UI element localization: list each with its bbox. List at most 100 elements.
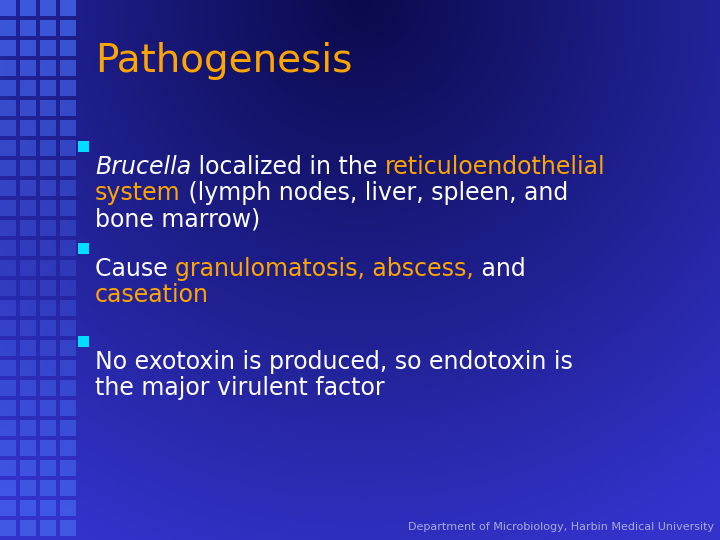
FancyBboxPatch shape: [0, 280, 16, 296]
FancyBboxPatch shape: [20, 120, 36, 136]
FancyBboxPatch shape: [0, 0, 16, 16]
FancyBboxPatch shape: [40, 460, 56, 476]
FancyBboxPatch shape: [40, 160, 56, 176]
Text: caseation: caseation: [95, 283, 209, 307]
FancyBboxPatch shape: [0, 360, 16, 376]
FancyBboxPatch shape: [0, 480, 16, 496]
FancyBboxPatch shape: [40, 280, 56, 296]
FancyBboxPatch shape: [60, 440, 76, 456]
FancyBboxPatch shape: [60, 360, 76, 376]
FancyBboxPatch shape: [40, 20, 56, 36]
Text: Pathogenesis: Pathogenesis: [95, 42, 352, 80]
FancyBboxPatch shape: [40, 80, 56, 96]
FancyBboxPatch shape: [60, 300, 76, 316]
FancyBboxPatch shape: [60, 400, 76, 416]
FancyBboxPatch shape: [60, 80, 76, 96]
FancyBboxPatch shape: [20, 20, 36, 36]
FancyBboxPatch shape: [40, 260, 56, 276]
FancyBboxPatch shape: [78, 336, 89, 347]
FancyBboxPatch shape: [20, 0, 36, 16]
FancyBboxPatch shape: [60, 120, 76, 136]
Text: reticuloendothelial: reticuloendothelial: [385, 155, 606, 179]
FancyBboxPatch shape: [60, 220, 76, 236]
FancyBboxPatch shape: [40, 220, 56, 236]
FancyBboxPatch shape: [78, 141, 89, 152]
FancyBboxPatch shape: [20, 180, 36, 196]
Text: Cause: Cause: [95, 257, 175, 281]
FancyBboxPatch shape: [0, 440, 16, 456]
FancyBboxPatch shape: [60, 460, 76, 476]
FancyBboxPatch shape: [60, 260, 76, 276]
FancyBboxPatch shape: [40, 180, 56, 196]
FancyBboxPatch shape: [60, 20, 76, 36]
FancyBboxPatch shape: [0, 460, 16, 476]
FancyBboxPatch shape: [40, 400, 56, 416]
FancyBboxPatch shape: [20, 460, 36, 476]
FancyBboxPatch shape: [20, 440, 36, 456]
FancyBboxPatch shape: [20, 480, 36, 496]
FancyBboxPatch shape: [40, 0, 56, 16]
FancyBboxPatch shape: [60, 500, 76, 516]
FancyBboxPatch shape: [40, 480, 56, 496]
FancyBboxPatch shape: [60, 0, 76, 16]
FancyBboxPatch shape: [20, 140, 36, 156]
FancyBboxPatch shape: [20, 300, 36, 316]
FancyBboxPatch shape: [40, 40, 56, 56]
FancyBboxPatch shape: [40, 340, 56, 356]
FancyBboxPatch shape: [60, 340, 76, 356]
FancyBboxPatch shape: [20, 500, 36, 516]
FancyBboxPatch shape: [0, 200, 16, 216]
Text: the major virulent factor: the major virulent factor: [95, 376, 384, 400]
FancyBboxPatch shape: [60, 420, 76, 436]
FancyBboxPatch shape: [20, 260, 36, 276]
FancyBboxPatch shape: [40, 60, 56, 76]
FancyBboxPatch shape: [0, 420, 16, 436]
FancyBboxPatch shape: [0, 400, 16, 416]
Text: Department of Microbiology, Harbin Medical University: Department of Microbiology, Harbin Medic…: [408, 522, 714, 532]
FancyBboxPatch shape: [0, 60, 16, 76]
FancyBboxPatch shape: [0, 340, 16, 356]
FancyBboxPatch shape: [20, 420, 36, 436]
FancyBboxPatch shape: [0, 380, 16, 396]
FancyBboxPatch shape: [0, 240, 16, 256]
FancyBboxPatch shape: [60, 100, 76, 116]
FancyBboxPatch shape: [40, 380, 56, 396]
FancyBboxPatch shape: [0, 120, 16, 136]
FancyBboxPatch shape: [40, 100, 56, 116]
FancyBboxPatch shape: [0, 220, 16, 236]
FancyBboxPatch shape: [20, 360, 36, 376]
FancyBboxPatch shape: [0, 40, 16, 56]
FancyBboxPatch shape: [60, 280, 76, 296]
Text: Brucella: Brucella: [95, 155, 192, 179]
FancyBboxPatch shape: [40, 420, 56, 436]
FancyBboxPatch shape: [40, 240, 56, 256]
FancyBboxPatch shape: [40, 200, 56, 216]
FancyBboxPatch shape: [40, 120, 56, 136]
FancyBboxPatch shape: [20, 100, 36, 116]
FancyBboxPatch shape: [20, 520, 36, 536]
FancyBboxPatch shape: [20, 40, 36, 56]
FancyBboxPatch shape: [60, 520, 76, 536]
FancyBboxPatch shape: [20, 220, 36, 236]
FancyBboxPatch shape: [60, 60, 76, 76]
FancyBboxPatch shape: [0, 20, 16, 36]
FancyBboxPatch shape: [60, 40, 76, 56]
FancyBboxPatch shape: [20, 80, 36, 96]
Text: (lymph nodes, liver, spleen, and: (lymph nodes, liver, spleen, and: [181, 181, 568, 205]
Text: No exotoxin is produced, so endotoxin is: No exotoxin is produced, so endotoxin is: [95, 350, 573, 374]
FancyBboxPatch shape: [0, 500, 16, 516]
FancyBboxPatch shape: [0, 80, 16, 96]
FancyBboxPatch shape: [40, 360, 56, 376]
Text: system: system: [95, 181, 181, 205]
FancyBboxPatch shape: [0, 180, 16, 196]
FancyBboxPatch shape: [60, 140, 76, 156]
FancyBboxPatch shape: [40, 440, 56, 456]
FancyBboxPatch shape: [60, 160, 76, 176]
FancyBboxPatch shape: [60, 380, 76, 396]
FancyBboxPatch shape: [60, 480, 76, 496]
FancyBboxPatch shape: [40, 320, 56, 336]
FancyBboxPatch shape: [0, 160, 16, 176]
FancyBboxPatch shape: [60, 180, 76, 196]
FancyBboxPatch shape: [0, 320, 16, 336]
FancyBboxPatch shape: [20, 340, 36, 356]
